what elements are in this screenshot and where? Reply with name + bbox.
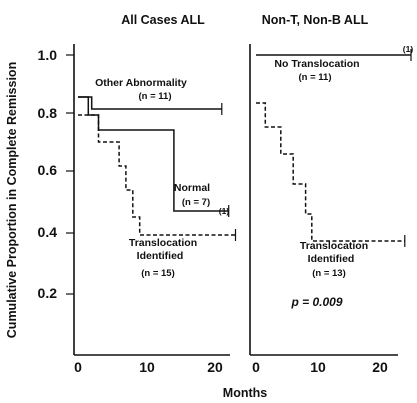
y-axis-label: Cumulative Proportion in Complete Remiss… <box>5 62 19 338</box>
censor-note: (1) <box>219 206 230 216</box>
x-tick-label: 0 <box>252 359 260 375</box>
panel-non-t-non-b: Non-T, Non-B ALL 0 10 20 No Translocatio… <box>249 13 414 375</box>
y-tick-label: 0.4 <box>38 224 58 240</box>
series-n-label: (n = 13) <box>312 268 346 279</box>
series-label: Translocation <box>300 240 368 252</box>
x-tick-label: 0 <box>74 359 82 375</box>
series-line-translocation <box>78 114 236 236</box>
series-label: Identified <box>308 253 355 265</box>
panel-title: All Cases ALL <box>121 13 205 27</box>
y-tick-label: 0.2 <box>38 285 58 301</box>
series-line-translocation <box>256 102 405 242</box>
x-tick-label: 10 <box>310 359 326 375</box>
x-tick-label: 20 <box>372 359 388 375</box>
p-value: p = 0.009 <box>290 295 342 309</box>
series-label: No Translocation <box>274 58 359 70</box>
series-label: Identified <box>137 250 184 262</box>
panel-all-cases: All Cases ALL 0 10 20 Other Abnormality … <box>66 13 237 375</box>
series-label: Translocation <box>129 237 197 249</box>
panel-title: Non-T, Non-B ALL <box>262 13 369 27</box>
x-tick-label: 10 <box>139 359 155 375</box>
x-axis-label: Months <box>223 386 267 400</box>
y-tick-label: 0.8 <box>38 105 58 121</box>
y-tick-label: 1.0 <box>38 47 58 63</box>
series-label: Other Abnormality <box>95 77 187 89</box>
series-n-label: (n = 11) <box>139 91 172 102</box>
series-n-label: (n = 11) <box>299 72 332 83</box>
censor-note: (1) <box>403 44 414 54</box>
series-n-label: (n = 7) <box>182 197 210 208</box>
x-tick-label: 20 <box>207 359 223 375</box>
y-tick-label: 0.6 <box>38 162 58 178</box>
series-label: Normal <box>174 182 210 194</box>
series-n-label: (n = 15) <box>141 268 175 279</box>
